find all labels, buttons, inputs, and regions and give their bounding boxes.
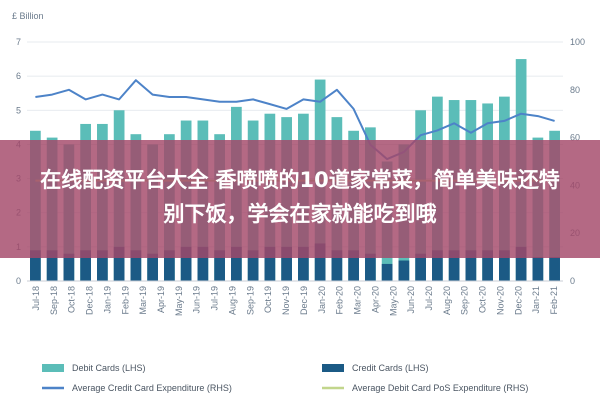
x-tick-label: May-19	[174, 286, 184, 316]
legend-label: Credit Cards (LHS)	[352, 363, 429, 373]
x-tick-label: Oct-18	[67, 286, 77, 313]
x-tick-label: Oct-20	[478, 286, 488, 313]
overlay-banner	[0, 140, 600, 258]
y-right-tick-label: 0	[570, 276, 575, 286]
bar-credit-cards	[130, 250, 142, 281]
bar-credit-cards	[432, 250, 443, 281]
x-tick-label: Sep-20	[460, 286, 470, 315]
bar-credit-cards	[448, 250, 460, 281]
x-tick-label: Jan-21	[531, 286, 541, 314]
x-tick-label: Jan-20	[317, 286, 327, 314]
bar-credit-cards	[532, 257, 544, 281]
x-tick-label: Dec-19	[299, 286, 309, 315]
axes: 01234567020406080100Jul-18Sep-18Oct-18De…	[16, 37, 585, 316]
bar-credit-cards	[381, 263, 393, 281]
legend: Debit Cards (LHS) Credit Cards (LHS) Avera…	[42, 363, 528, 393]
bar-credit-cards	[30, 250, 41, 281]
bar-credit-cards	[63, 253, 75, 281]
x-tick-label: Feb-20	[335, 286, 345, 315]
x-tick-label: Oct-19	[263, 286, 273, 313]
y-axis-unit-label: £ Billion	[12, 11, 44, 21]
y-right-tick-label: 80	[570, 85, 580, 95]
x-tick-label: Jul-20	[424, 286, 434, 311]
x-tick-label: Nov-20	[495, 286, 505, 315]
bar-credit-cards	[231, 246, 242, 281]
line-average-credit-card-expenditure	[35, 79, 555, 161]
bar-credit-cards	[247, 250, 259, 281]
y-left-tick-label: 5	[16, 105, 21, 115]
legend-label: Debit Cards (LHS)	[72, 363, 146, 373]
x-tick-label: Mar-20	[353, 286, 363, 315]
bar-credit-cards	[465, 250, 477, 281]
x-tick-label: Nov-19	[281, 286, 291, 315]
bar-credit-cards	[197, 246, 209, 281]
bar-credit-cards	[314, 243, 326, 281]
y-right-tick-label: 60	[570, 133, 580, 143]
bar-credit-cards	[348, 250, 359, 281]
x-tick-label: Jun-20	[406, 286, 416, 314]
x-tick-label: May-20	[388, 286, 398, 316]
bar-credit-cards	[398, 260, 410, 281]
bar-credit-cards	[331, 250, 343, 281]
x-tick-label: Aug-20	[442, 286, 452, 315]
bar-credit-cards	[46, 250, 58, 281]
y-left-tick-label: 6	[16, 71, 21, 81]
x-tick-label: Sep-18	[49, 286, 59, 315]
x-tick-label: Jan-19	[102, 286, 112, 314]
x-tick-label: Jun-19	[192, 286, 202, 314]
x-tick-label: Aug-19	[227, 286, 237, 315]
x-tick-label: Sep-19	[245, 286, 255, 315]
legend-swatch	[322, 364, 344, 372]
legend-label: Average Debit Card PoS Expenditure (RHS)	[352, 383, 528, 393]
bar-credit-cards	[549, 257, 560, 281]
x-tick-label: Dec-20	[513, 286, 523, 315]
x-tick-label: Jul-18	[31, 286, 41, 311]
bar-credit-cards	[515, 246, 527, 281]
x-tick-label: Apr-20	[370, 286, 380, 313]
bar-credit-cards	[365, 253, 376, 281]
bar-credit-cards	[214, 250, 225, 281]
bar-credit-cards	[147, 253, 158, 281]
x-tick-label: Mar-19	[138, 286, 148, 315]
bar-credit-cards	[415, 253, 426, 281]
x-tick-label: Apr-19	[156, 286, 166, 313]
x-tick-label: Feb-19	[120, 286, 130, 315]
bar-credit-cards	[113, 246, 125, 281]
bar-credit-cards	[97, 250, 108, 281]
y-right-tick-label: 100	[570, 37, 585, 47]
x-tick-label: Dec-18	[85, 286, 95, 315]
legend-label: Average Credit Card Expenditure (RHS)	[72, 383, 232, 393]
x-tick-label: Jul-19	[210, 286, 220, 311]
bar-credit-cards	[180, 246, 192, 281]
y-left-tick-label: 7	[16, 37, 21, 47]
bar-credit-cards	[264, 246, 276, 281]
bar-credit-cards	[80, 250, 91, 281]
y-left-tick-label: 0	[16, 276, 21, 286]
bar-credit-cards	[298, 246, 309, 281]
x-tick-label: Feb-21	[549, 286, 559, 315]
overlay-headline: 在线配资平台大全 香喷喷的10道家常菜，简单美味还特别下饭，学会在家就能吃到哦	[40, 168, 560, 226]
bar-credit-cards	[281, 246, 292, 281]
bar-credit-cards	[482, 250, 493, 281]
bar-credit-cards	[164, 250, 175, 281]
legend-swatch	[42, 364, 64, 372]
bar-credit-cards	[499, 250, 510, 281]
